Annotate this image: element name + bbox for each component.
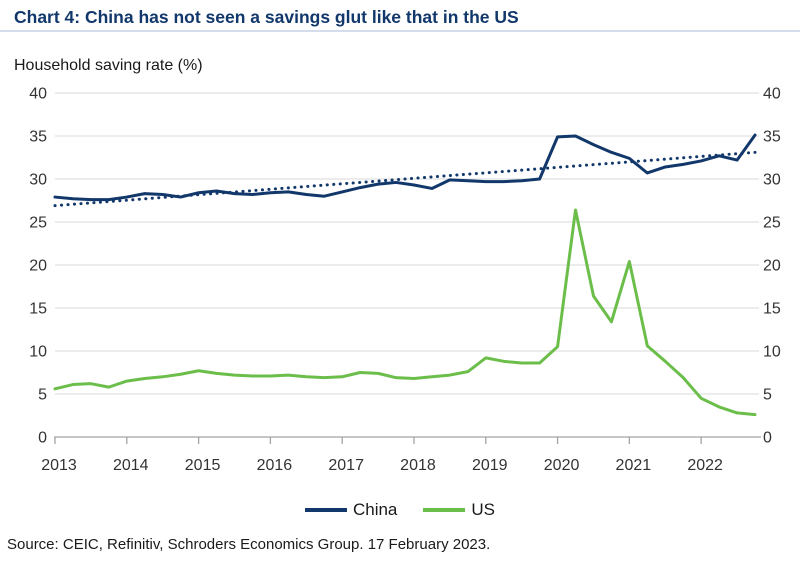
china-line-swatch xyxy=(304,508,347,512)
svg-text:25: 25 xyxy=(763,215,781,232)
axis-unit-label: Household saving rate (%) xyxy=(14,57,203,74)
svg-text:30: 30 xyxy=(29,172,47,189)
svg-text:0: 0 xyxy=(38,430,47,447)
svg-text:2014: 2014 xyxy=(113,457,149,474)
svg-text:30: 30 xyxy=(763,172,781,189)
source-note: Source: CEIC, Refinitiv, Schroders Econo… xyxy=(7,536,491,553)
svg-text:15: 15 xyxy=(29,301,47,318)
svg-text:2015: 2015 xyxy=(185,457,221,474)
svg-text:5: 5 xyxy=(763,387,772,404)
svg-text:10: 10 xyxy=(763,344,781,361)
legend-label-china: China xyxy=(352,500,398,519)
svg-text:2021: 2021 xyxy=(616,457,652,474)
svg-text:2016: 2016 xyxy=(257,457,293,474)
svg-text:2020: 2020 xyxy=(544,457,580,474)
svg-text:5: 5 xyxy=(38,387,47,404)
svg-text:40: 40 xyxy=(29,86,47,103)
chart-title: Chart 4: China has not seen a savings gl… xyxy=(14,7,519,27)
svg-text:0: 0 xyxy=(763,430,772,447)
svg-text:2019: 2019 xyxy=(472,457,508,474)
title-divider xyxy=(0,30,800,32)
svg-text:15: 15 xyxy=(763,301,781,318)
us-line-swatch xyxy=(423,508,466,512)
svg-text:35: 35 xyxy=(763,129,781,146)
legend-label-us: US xyxy=(471,500,496,519)
svg-text:2013: 2013 xyxy=(41,457,77,474)
svg-text:25: 25 xyxy=(29,215,47,232)
svg-text:20: 20 xyxy=(29,258,47,275)
svg-text:2018: 2018 xyxy=(400,457,436,474)
svg-text:2017: 2017 xyxy=(328,457,364,474)
svg-text:20: 20 xyxy=(763,258,781,275)
svg-text:10: 10 xyxy=(29,344,47,361)
svg-text:2022: 2022 xyxy=(687,457,723,474)
svg-text:35: 35 xyxy=(29,129,47,146)
svg-text:40: 40 xyxy=(763,86,781,103)
chart-legend: China US xyxy=(0,496,800,524)
